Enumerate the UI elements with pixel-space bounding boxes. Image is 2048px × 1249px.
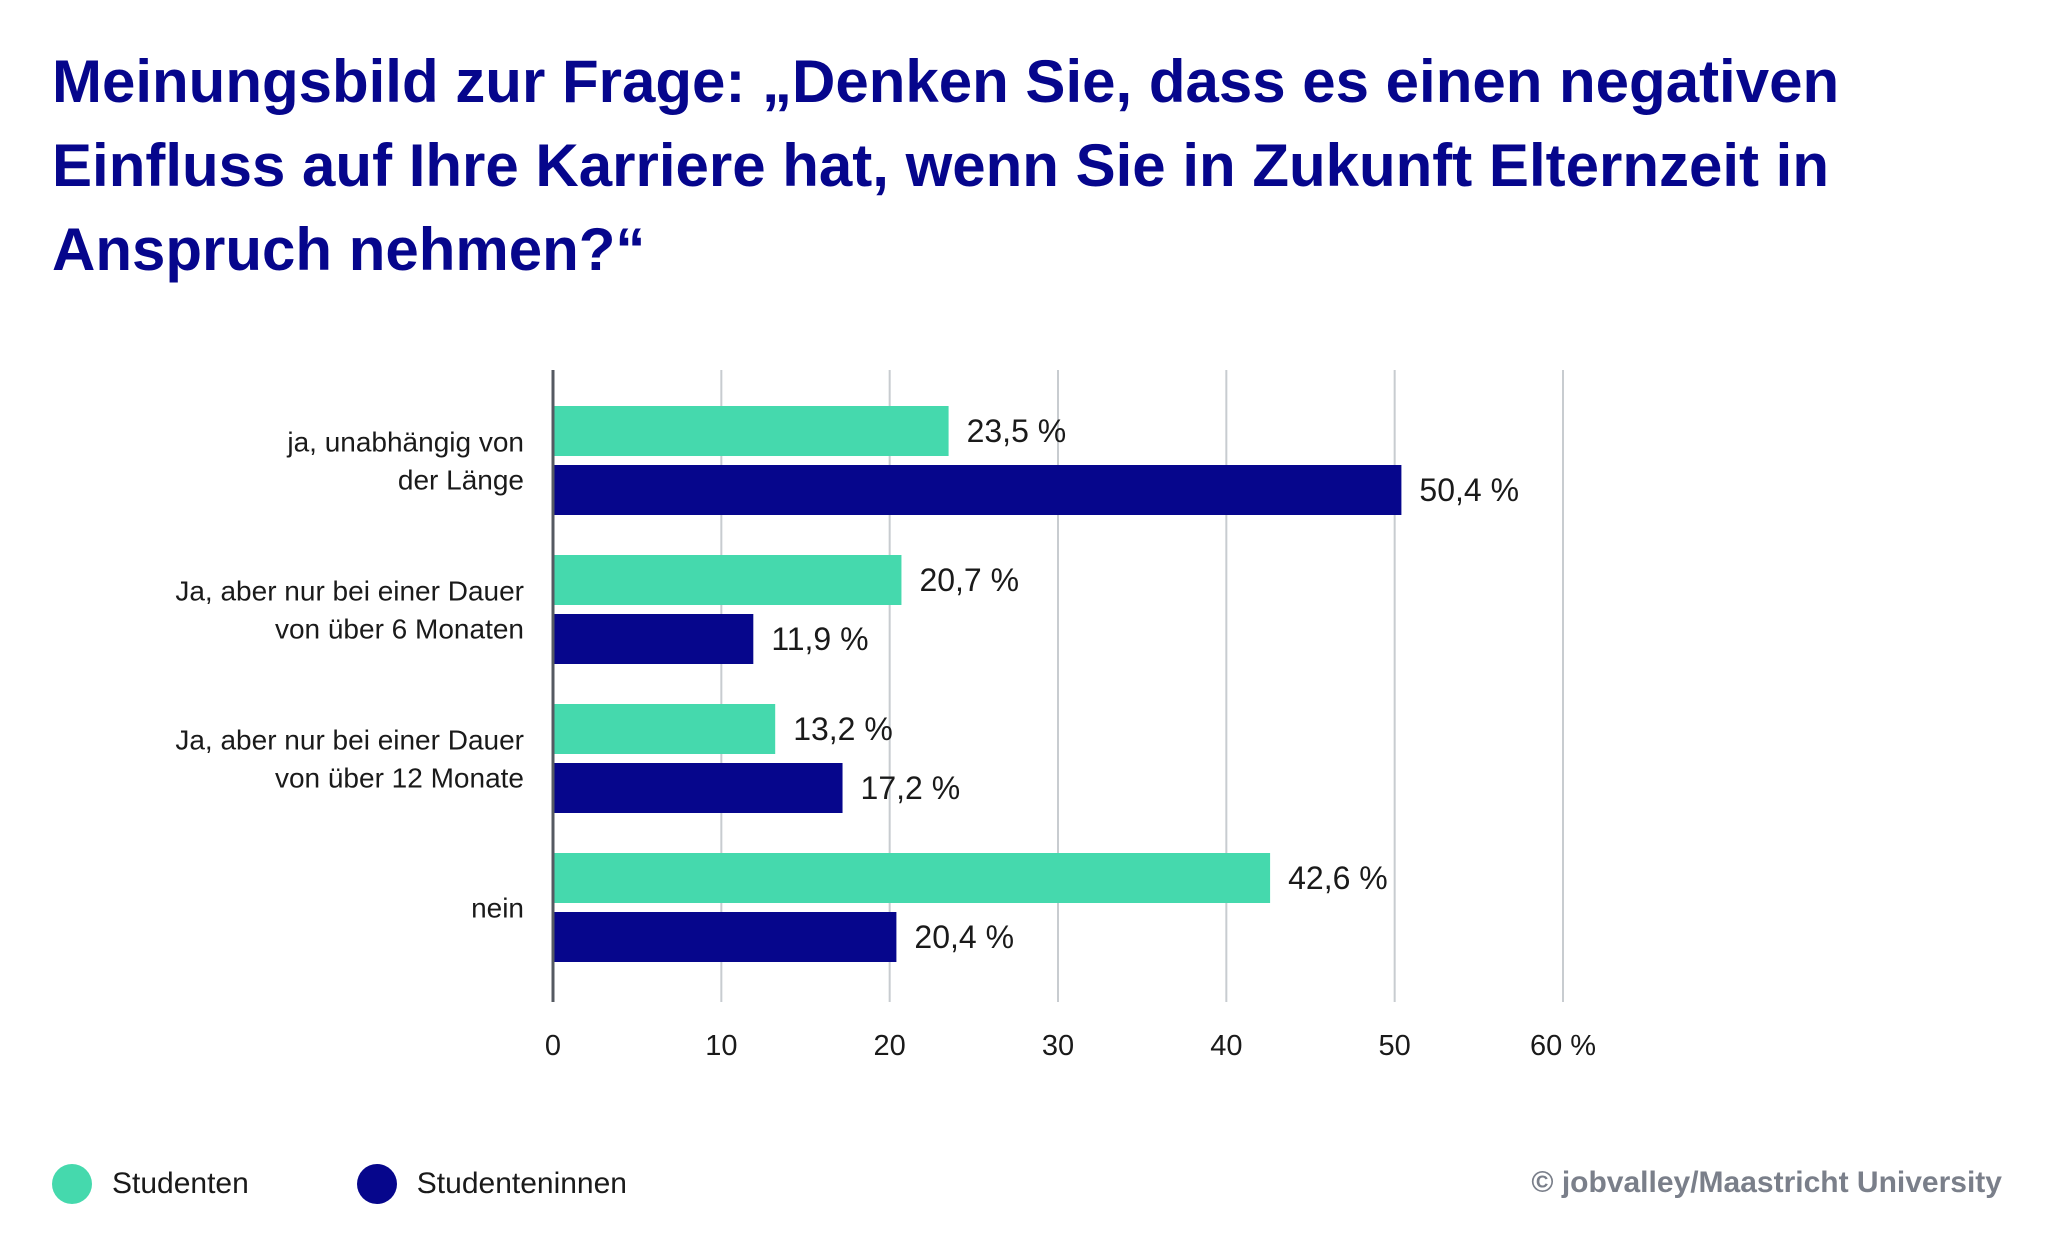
- x-tick-label: 10: [705, 1030, 737, 1062]
- x-tick-label: 50: [1379, 1030, 1411, 1062]
- category-label-line: nein: [471, 893, 524, 924]
- x-tick-label: 20: [874, 1030, 906, 1062]
- legend-swatch-studenten: [52, 1164, 92, 1204]
- category-label: Ja, aber nur bei einer Dauer von über 6 M…: [175, 576, 524, 645]
- legend: Studenten Studenteninnen: [52, 1164, 735, 1204]
- data-label: 17,2 %: [861, 770, 961, 806]
- data-label: 11,9 %: [771, 621, 868, 657]
- data-label: 23,5 %: [967, 413, 1067, 449]
- category-label-line: der Länge: [398, 465, 524, 496]
- bar-studenteninnen: [553, 763, 843, 813]
- data-label: 13,2 %: [793, 711, 893, 747]
- x-tick-label: 0: [545, 1030, 561, 1062]
- category-label: Ja, aber nur bei einer Dauer von über 12 …: [175, 725, 524, 794]
- data-label: 50,4 %: [1419, 472, 1519, 508]
- category-label-line: von über 6 Monaten: [275, 614, 524, 645]
- data-label: 42,6 %: [1288, 860, 1388, 896]
- x-tick-label: 60 %: [1530, 1030, 1596, 1062]
- bar-studenten: [553, 555, 902, 605]
- x-tick-label: 30: [1042, 1030, 1074, 1062]
- data-label: 20,4 %: [914, 919, 1014, 955]
- bar-studenteninnen: [553, 465, 1402, 515]
- source-credit: © jobvalley/Maastricht University: [1531, 1166, 2002, 1199]
- category-label-line: Ja, aber nur bei einer Dauer: [175, 725, 524, 756]
- x-tick-label: 40: [1210, 1030, 1242, 1062]
- bar-studenten: [553, 406, 949, 456]
- legend-item-studenten: Studenten: [52, 1164, 249, 1204]
- data-label: 20,7 %: [919, 562, 1019, 598]
- category-label-line: von über 12 Monate: [275, 763, 524, 794]
- chart-title: Meinungsbild zur Frage: „Denken Sie, das…: [52, 48, 1840, 283]
- legend-label-studenteninnen: Studenteninnen: [416, 1167, 627, 1200]
- bar-studenteninnen: [553, 912, 897, 962]
- legend-label-studenten: Studenten: [112, 1167, 249, 1200]
- bar-studenten: [553, 853, 1271, 903]
- legend-item-studenteninnen: Studenteninnen: [356, 1164, 627, 1204]
- bar-studenten: [553, 704, 776, 754]
- legend-swatch-studenteninnen: [356, 1164, 397, 1204]
- bar-studenteninnen: [553, 614, 754, 664]
- category-label-line: ja, unabhängig von: [286, 427, 524, 458]
- category-label: ja, unabhängig von der Länge: [286, 427, 524, 496]
- category-label: nein: [471, 893, 524, 924]
- category-label-line: Ja, aber nur bei einer Dauer: [175, 576, 524, 607]
